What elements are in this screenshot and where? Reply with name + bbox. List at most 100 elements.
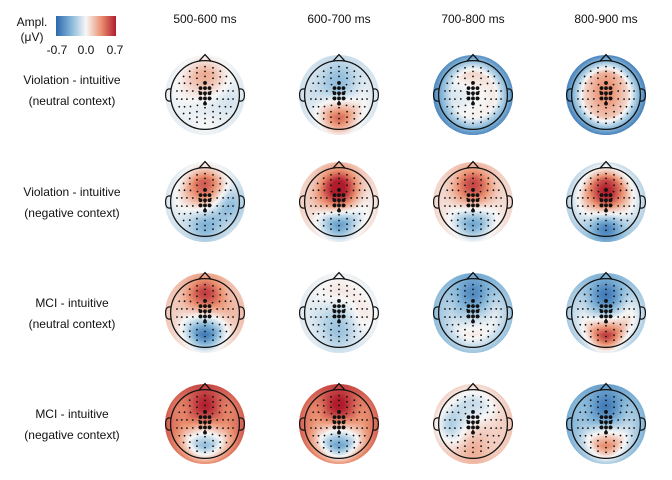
head-outline — [570, 166, 642, 238]
nose-outline — [599, 382, 613, 391]
nose-outline — [332, 160, 346, 169]
head-outline — [570, 277, 642, 349]
row-label-mci-neutral: MCI - intuitive (neutral context) — [6, 293, 138, 335]
electrode-sensors — [310, 394, 368, 454]
head-outline — [437, 59, 509, 131]
left-ear-outline — [565, 417, 572, 431]
left-ear-outline — [164, 195, 171, 209]
left-ear-outline — [298, 306, 305, 320]
topomap-r2-c1 — [164, 160, 246, 242]
electrode-sensors — [176, 65, 234, 125]
electrode-sensors — [444, 172, 502, 232]
colorbar-title-line1: Ampl. — [14, 15, 50, 30]
topomap-r2-c3 — [432, 160, 514, 242]
right-ear-outline — [507, 88, 514, 102]
colorbar-mid-label: 0.0 — [78, 43, 95, 57]
electrode-sensors — [577, 394, 635, 454]
electrode-sensors — [444, 394, 502, 454]
right-ear-outline — [640, 88, 647, 102]
column-label-500-600: 500-600 ms — [173, 12, 236, 26]
nose-outline — [198, 160, 212, 169]
column-label-700-800: 700-800 ms — [441, 12, 504, 26]
right-ear-outline — [507, 306, 514, 320]
topomap-r1-c2 — [298, 53, 380, 135]
electrode-sensors — [176, 283, 234, 343]
topomap-r3-c2 — [298, 271, 380, 353]
head-outline — [303, 388, 375, 460]
head-outline — [437, 277, 509, 349]
nose-outline — [599, 53, 613, 62]
left-ear-outline — [432, 306, 439, 320]
head-outline — [303, 166, 375, 238]
nose-outline — [466, 53, 480, 62]
topomap-r4-c4 — [565, 382, 647, 464]
left-ear-outline — [565, 306, 572, 320]
nose-outline — [198, 382, 212, 391]
topomap-r1-c4 — [565, 53, 647, 135]
colorbar-title: Ampl. (μV) — [14, 15, 50, 45]
nose-outline — [599, 160, 613, 169]
electrode-sensors — [577, 172, 635, 232]
topomap-r4-c2 — [298, 382, 380, 464]
nose-outline — [466, 160, 480, 169]
electrode-sensors — [310, 283, 368, 343]
right-ear-outline — [640, 306, 647, 320]
nose-outline — [599, 271, 613, 280]
topomap-r3-c3 — [432, 271, 514, 353]
row-label-line2: (negative context) — [6, 203, 138, 224]
nose-outline — [332, 271, 346, 280]
colorbar-title-line2: (μV) — [14, 30, 50, 45]
right-ear-outline — [640, 195, 647, 209]
right-ear-outline — [373, 417, 380, 431]
colorbar-max-label: 0.7 — [107, 43, 124, 57]
topomap-r2-c4 — [565, 160, 647, 242]
topomap-field — [566, 273, 646, 353]
head-outline — [437, 388, 509, 460]
right-ear-outline — [507, 195, 514, 209]
left-ear-outline — [298, 88, 305, 102]
nose-outline — [466, 382, 480, 391]
right-ear-outline — [640, 417, 647, 431]
topomap-r3-c1 — [164, 271, 246, 353]
nose-outline — [466, 271, 480, 280]
column-label-600-700: 600-700 ms — [307, 12, 370, 26]
nose-outline — [198, 53, 212, 62]
left-ear-outline — [164, 88, 171, 102]
row-label-violation-neutral: Violation - intuitive (neutral context) — [6, 70, 138, 112]
right-ear-outline — [373, 195, 380, 209]
electrode-sensors — [176, 172, 234, 232]
left-ear-outline — [565, 88, 572, 102]
left-ear-outline — [164, 306, 171, 320]
electrode-sensors — [310, 172, 368, 232]
left-ear-outline — [432, 195, 439, 209]
right-ear-outline — [373, 88, 380, 102]
topomap-r2-c2 — [298, 160, 380, 242]
head-outline — [303, 277, 375, 349]
row-label-line2: (negative context) — [6, 425, 138, 446]
right-ear-outline — [239, 88, 246, 102]
nose-outline — [198, 271, 212, 280]
topomap-field — [566, 384, 646, 464]
electrode-sensors — [444, 65, 502, 125]
row-label-line1: Violation - intuitive — [6, 182, 138, 203]
right-ear-outline — [373, 306, 380, 320]
electrode-sensors — [176, 394, 234, 454]
left-ear-outline — [432, 417, 439, 431]
topomap-field — [433, 55, 513, 135]
row-label-mci-negative: MCI - intuitive (negative context) — [6, 404, 138, 446]
nose-outline — [332, 53, 346, 62]
row-label-line2: (neutral context) — [6, 91, 138, 112]
topomap-field — [433, 384, 513, 464]
right-ear-outline — [239, 417, 246, 431]
colorbar-min-label: -0.7 — [47, 43, 68, 57]
topomap-r3-c4 — [565, 271, 647, 353]
column-label-800-900: 800-900 ms — [574, 12, 637, 26]
right-ear-outline — [239, 195, 246, 209]
left-ear-outline — [164, 417, 171, 431]
row-label-violation-negative: Violation - intuitive (negative context) — [6, 182, 138, 224]
row-label-line1: MCI - intuitive — [6, 293, 138, 314]
row-label-line2: (neutral context) — [6, 314, 138, 335]
left-ear-outline — [298, 417, 305, 431]
head-outline — [169, 166, 241, 238]
head-outline — [169, 277, 241, 349]
